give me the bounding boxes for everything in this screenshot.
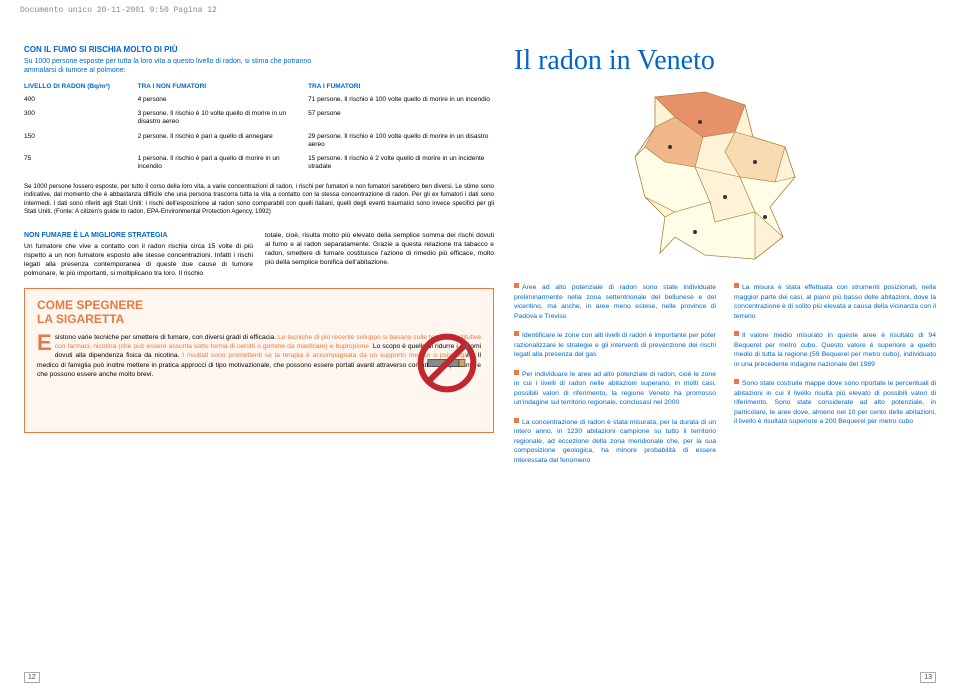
- bullet-text: Il valore medio misurato in queste aree …: [734, 332, 936, 368]
- bullet-text: La concentrazione di radon è stata misur…: [514, 419, 716, 464]
- bullet-square-icon: [734, 331, 739, 336]
- bullet-item: La concentrazione di radon è stata misur…: [514, 418, 716, 466]
- page-number-left: 12: [24, 672, 40, 683]
- table-cell: 15 persone. Il rischio è 2 volte quello …: [308, 153, 494, 175]
- intro-text: Su 1000 persone esposte per tutta la lor…: [24, 57, 334, 75]
- left-page: CON IL FUMO SI RISCHIA MOLTO DI PIÙ Su 1…: [24, 45, 494, 475]
- table-cell: 2 persone. Il rischio è pari a quello di…: [138, 131, 308, 153]
- col-subhead: NON FUMARE È LA MIGLIORE STRATEGIA: [24, 231, 253, 240]
- bullet-square-icon: [734, 283, 739, 288]
- box-title: COME SPEGNERELA SIGARETTA: [37, 299, 481, 327]
- bullet-item: Aree ad alto potenziale di radon sono st…: [514, 283, 716, 321]
- table-cell: 57 persone: [308, 108, 494, 130]
- col-right: totale, cioè, risulta molto più elevato …: [265, 231, 494, 279]
- bullet-item: Identificare le zone con alti livelli di…: [514, 331, 716, 360]
- map-wrap: [514, 87, 936, 269]
- drop-cap: E: [37, 333, 55, 353]
- table-cell: 150: [24, 131, 138, 153]
- table-cell: 300: [24, 108, 138, 130]
- section-title: CON IL FUMO SI RISCHIA MOLTO DI PIÙ: [24, 45, 494, 54]
- page-header: Documento unico 20-11-2001 9:50 Pagina 1…: [0, 0, 960, 25]
- bullet-item: Per individuare le aree ad alto potenzia…: [514, 370, 716, 408]
- bullet-text: Identificare le zone con alti livelli di…: [514, 332, 716, 358]
- table-row: 751 persona. Il rischio è pari a quello …: [24, 153, 494, 175]
- bullet-square-icon: [514, 283, 519, 288]
- col-left: NON FUMARE È LA MIGLIORE STRATEGIA Un fu…: [24, 231, 253, 279]
- bullet-text: La misura è stata effettuata con strumen…: [734, 284, 936, 320]
- bullet-text: Sono state costruite mappe dove sono rip…: [734, 380, 936, 425]
- th-level: LIVELLO DI RADON (Bq/m³): [24, 81, 138, 94]
- table-row: 3003 persone. Il rischio è 10 volte quel…: [24, 108, 494, 130]
- col2-text: totale, cioè, risulta molto più elevato …: [265, 232, 494, 266]
- bullets-left: Aree ad alto potenziale di radon sono st…: [514, 283, 716, 475]
- no-smoking-icon: [417, 333, 477, 393]
- table-cell: 29 persone. Il rischio è 100 volte quell…: [308, 131, 494, 153]
- bullet-square-icon: [514, 370, 519, 375]
- bullets-row: Aree ad alto potenziale di radon sono st…: [514, 283, 936, 475]
- main-title: Il radon in Veneto: [514, 45, 936, 77]
- table-cell: 75: [24, 153, 138, 175]
- bullet-square-icon: [514, 418, 519, 423]
- two-columns: NON FUMARE È LA MIGLIORE STRATEGIA Un fu…: [24, 231, 494, 279]
- content-wrap: CON IL FUMO SI RISCHIA MOLTO DI PIÙ Su 1…: [0, 25, 960, 475]
- table-row: 4004 persone71 persone. Il rischio è 100…: [24, 94, 494, 108]
- bullets-right: La misura è stata effettuata con strumen…: [734, 283, 936, 475]
- sidebar-box: COME SPEGNERELA SIGARETTA E sistono vari…: [24, 288, 494, 433]
- table-cell: 400: [24, 94, 138, 108]
- table-cell: 71 persone. Il rischio è 100 volte quell…: [308, 94, 494, 108]
- bullet-square-icon: [514, 331, 519, 336]
- table-cell: 3 persone. Il rischio è 10 volte quello …: [138, 108, 308, 130]
- bullet-text: Aree ad alto potenziale di radon sono st…: [514, 284, 716, 320]
- th-smokers: TRA I FUMATORI: [308, 81, 494, 94]
- right-page: Il radon in Veneto Aree ad alto poten: [514, 45, 936, 475]
- col1-text: Un fumatore che vive a contatto con il r…: [24, 243, 253, 277]
- table-row: 1502 persone. Il rischio è pari a quello…: [24, 131, 494, 153]
- bullet-item: Il valore medio misurato in queste aree …: [734, 331, 936, 369]
- table-cell: 1 persona. Il rischio è pari a quello di…: [138, 153, 308, 175]
- table-cell: 4 persone: [138, 94, 308, 108]
- box-body: E sistono varie tecniche per smettere di…: [37, 333, 481, 380]
- page-number-right: 13: [920, 672, 936, 683]
- bullet-item: La misura è stata effettuata con strumen…: [734, 283, 936, 321]
- risk-table: LIVELLO DI RADON (Bq/m³) TRA I NON FUMAT…: [24, 81, 494, 175]
- veneto-map: [615, 87, 835, 267]
- bullet-item: Sono state costruite mappe dove sono rip…: [734, 379, 936, 427]
- footnote: Se 1000 persone fossero esposte, per tut…: [24, 183, 494, 216]
- box-body-span: sistono varie tecniche per smettere di f…: [55, 334, 278, 341]
- bullet-square-icon: [734, 379, 739, 384]
- bullet-text: Per individuare le aree ad alto potenzia…: [514, 371, 716, 407]
- th-nonsmokers: TRA I NON FUMATORI: [138, 81, 308, 94]
